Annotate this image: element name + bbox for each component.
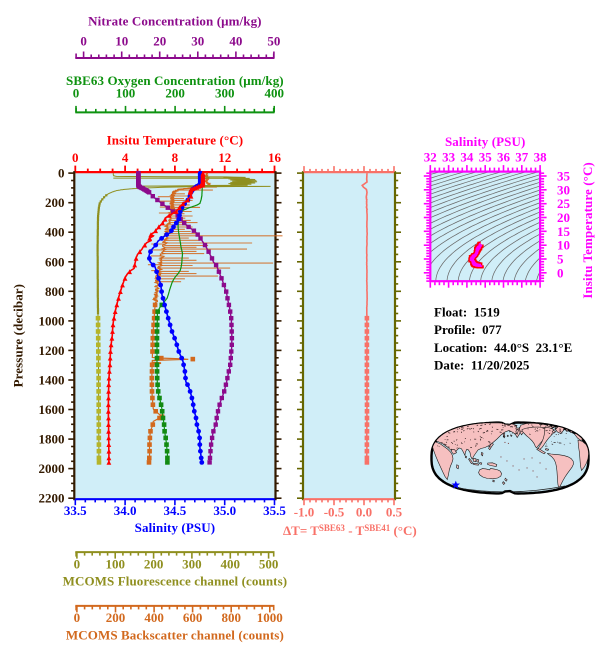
svg-text:25: 25: [557, 196, 571, 211]
svg-text:1000: 1000: [257, 610, 283, 625]
svg-text:Salinity (PSU): Salinity (PSU): [445, 134, 526, 149]
svg-text:38: 38: [534, 150, 548, 165]
svg-text:34: 34: [460, 150, 474, 165]
svg-text:2000: 2000: [39, 461, 65, 476]
svg-text:0: 0: [557, 265, 564, 280]
svg-text:Location: 44.0°S 23.1°E: Location: 44.0°S 23.1°E: [434, 340, 572, 355]
svg-text:600: 600: [183, 610, 203, 625]
svg-text:Insitu Temperature (°C): Insitu Temperature (°C): [107, 133, 244, 148]
svg-text:ΔT= TSBE63 - TSBE41 (°C): ΔT= TSBE63 - TSBE41 (°C): [283, 523, 417, 538]
svg-text:SBE63 Oxygen Concentration (μm: SBE63 Oxygen Concentration (μm/kg): [66, 73, 284, 88]
svg-text:5: 5: [557, 252, 564, 267]
svg-text:0.0: 0.0: [356, 505, 372, 520]
svg-text:16: 16: [268, 150, 282, 165]
svg-text:200: 200: [144, 556, 164, 571]
svg-text:15: 15: [557, 224, 571, 239]
svg-text:12: 12: [218, 150, 231, 165]
svg-text:35: 35: [479, 150, 493, 165]
svg-text:34.0: 34.0: [114, 503, 137, 518]
svg-text:400: 400: [221, 556, 241, 571]
svg-text:33: 33: [442, 150, 456, 165]
svg-text:10: 10: [115, 34, 128, 49]
svg-text:4: 4: [122, 150, 129, 165]
svg-text:36: 36: [497, 150, 511, 165]
svg-text:300: 300: [215, 86, 235, 101]
svg-text:Float: 1519: Float: 1519: [434, 305, 500, 320]
svg-text:1800: 1800: [39, 432, 65, 447]
svg-text:1200: 1200: [39, 343, 65, 358]
svg-text:Nitrate Concentration (μm/kg): Nitrate Concentration (μm/kg): [88, 14, 261, 29]
svg-text:200: 200: [165, 86, 185, 101]
svg-text:0: 0: [74, 556, 81, 571]
svg-text:34.5: 34.5: [164, 503, 187, 518]
svg-text:800: 800: [45, 284, 65, 299]
svg-text:32: 32: [424, 150, 437, 165]
svg-text:2200: 2200: [39, 491, 65, 506]
svg-text:-1.0: -1.0: [294, 505, 315, 520]
svg-text:Profile: 077: Profile: 077: [434, 322, 502, 337]
svg-text:MCOMS Fluorescence channel (co: MCOMS Fluorescence channel (counts): [63, 574, 288, 589]
svg-text:30: 30: [191, 34, 204, 49]
svg-text:33.5: 33.5: [64, 503, 87, 518]
svg-text:0: 0: [58, 166, 65, 181]
svg-text:35: 35: [557, 169, 571, 184]
svg-text:100: 100: [116, 86, 136, 101]
svg-text:10: 10: [557, 238, 570, 253]
svg-text:Date: 11/20/2025: Date: 11/20/2025: [434, 358, 530, 373]
svg-text:0: 0: [74, 610, 81, 625]
svg-text:400: 400: [144, 610, 164, 625]
svg-text:0.5: 0.5: [386, 505, 403, 520]
svg-text:1000: 1000: [39, 313, 65, 328]
svg-text:20: 20: [557, 210, 570, 225]
svg-text:20: 20: [153, 34, 166, 49]
svg-text:400: 400: [45, 225, 65, 240]
svg-text:8: 8: [172, 150, 179, 165]
svg-text:500: 500: [259, 556, 279, 571]
svg-text:300: 300: [182, 556, 202, 571]
svg-text:1600: 1600: [39, 402, 65, 417]
svg-text:400: 400: [264, 86, 284, 101]
svg-text:Salinity (PSU): Salinity (PSU): [135, 520, 216, 535]
svg-text:0: 0: [73, 86, 80, 101]
svg-text:30: 30: [557, 182, 570, 197]
svg-text:Pressure (decibar): Pressure (decibar): [10, 284, 25, 388]
svg-text:200: 200: [45, 195, 65, 210]
svg-text:35.0: 35.0: [213, 503, 236, 518]
svg-text:37: 37: [515, 150, 529, 165]
svg-text:MCOMS Backscatter channel (cou: MCOMS Backscatter channel (counts): [66, 627, 284, 642]
svg-text:800: 800: [221, 610, 241, 625]
svg-text:50: 50: [267, 34, 280, 49]
svg-text:Insitu Temperature (°C): Insitu Temperature (°C): [580, 162, 595, 299]
svg-text:0: 0: [80, 34, 87, 49]
svg-text:40: 40: [229, 34, 242, 49]
svg-text:1400: 1400: [39, 373, 65, 388]
svg-text:600: 600: [45, 254, 65, 269]
svg-text:0: 0: [72, 150, 79, 165]
svg-text:200: 200: [106, 610, 126, 625]
svg-text:-0.5: -0.5: [324, 505, 345, 520]
svg-text:100: 100: [105, 556, 125, 571]
svg-text:35.5: 35.5: [263, 503, 286, 518]
